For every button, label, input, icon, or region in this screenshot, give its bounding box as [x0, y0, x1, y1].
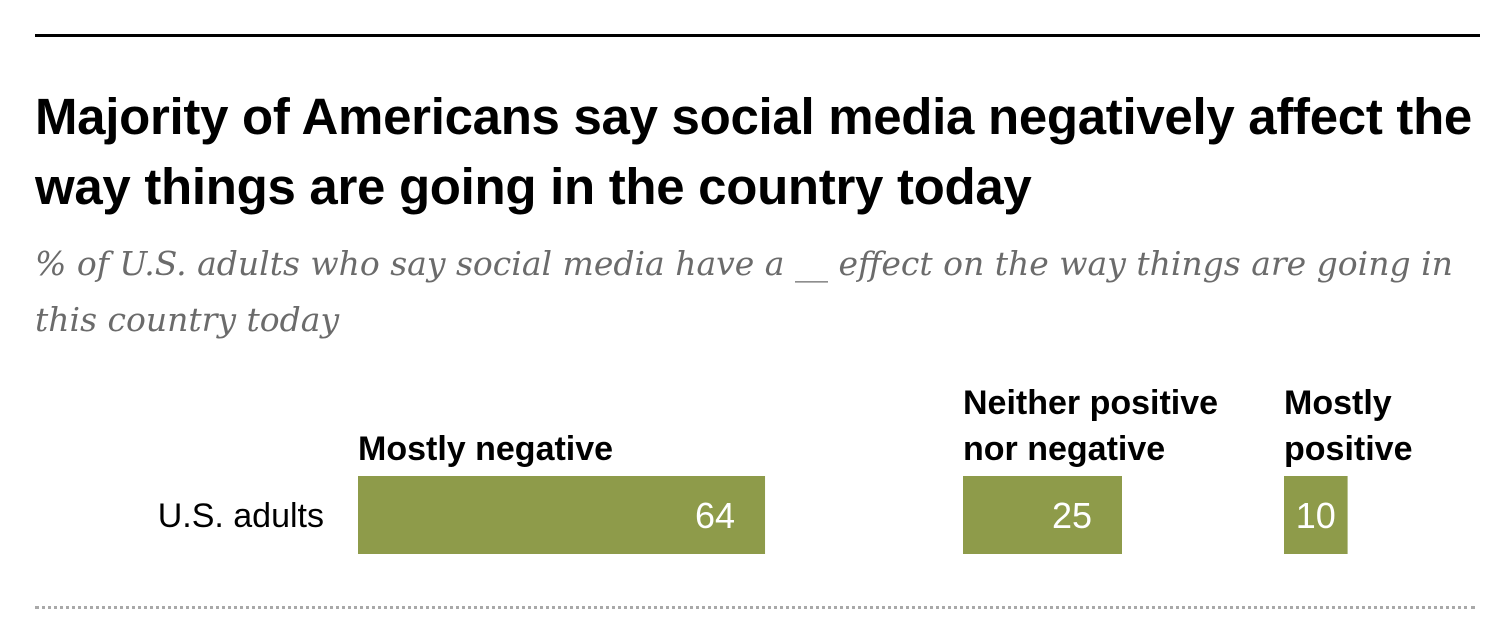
bar-value-label: 64	[695, 495, 735, 536]
bar	[1284, 476, 1348, 554]
bar	[358, 476, 766, 554]
series-header-line: nor negative	[963, 430, 1165, 468]
series-header: Mostly negative	[358, 430, 613, 468]
series-header-line: positive	[1284, 430, 1412, 468]
series-header: Mostly positive	[1284, 384, 1412, 468]
bar-value-label: 10	[1296, 495, 1336, 536]
series-header: Neither positive nor negative	[963, 384, 1218, 468]
chart-subtitle: % of U.S. adults who say social media ha…	[35, 244, 1453, 339]
series-header-line: Neither positive	[963, 384, 1218, 422]
series-header-line: Mostly	[1284, 384, 1392, 422]
bottom-rule	[35, 606, 1475, 609]
chart-title: Majority of Americans say social media n…	[35, 88, 1472, 215]
category-label: U.S. adults	[158, 497, 324, 535]
top-rule	[35, 34, 1480, 37]
bar	[963, 476, 1122, 554]
bar-value-label: 25	[1052, 495, 1092, 536]
series-header-line: Mostly negative	[358, 430, 613, 468]
